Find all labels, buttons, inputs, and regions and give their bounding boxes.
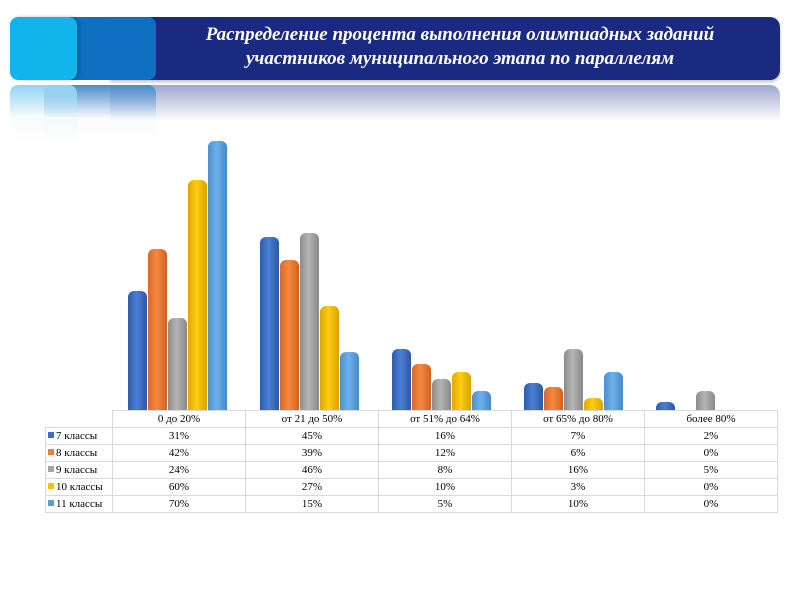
- legend-swatch-icon: [48, 500, 54, 507]
- category-header: от 51% до 64%: [378, 410, 512, 428]
- table-cell: 3%: [511, 478, 645, 496]
- legend-swatch-icon: [48, 449, 54, 456]
- bar: [604, 372, 623, 410]
- table-cell: 46%: [245, 461, 379, 479]
- chart-data-table: 0 до 20% от 21 до 50% от 51% до 64% от 65% …: [45, 410, 778, 513]
- page-title: Распределение процента выполнения олимпи…: [150, 23, 770, 71]
- title-banner: Распределение процента выполнения олимпи…: [10, 17, 780, 80]
- table-cell: 8%: [378, 461, 512, 479]
- reflection-light: [10, 85, 77, 145]
- banner-navy-band: [110, 17, 780, 80]
- legend-entry: 10 классы: [45, 478, 113, 496]
- bar-group: [244, 120, 376, 410]
- bar: [452, 372, 471, 410]
- legend-label: 11 классы: [56, 498, 103, 510]
- banner-light-square: [10, 17, 77, 80]
- bar: [208, 141, 227, 410]
- table-corner: [45, 410, 113, 428]
- bar-group: [376, 120, 508, 410]
- table-cell: 24%: [112, 461, 246, 479]
- title-line-2: участников муниципального этапа по парал…: [245, 48, 675, 69]
- table-cell: 60%: [112, 478, 246, 496]
- legend-label: 8 классы: [56, 447, 98, 459]
- table-cell: 42%: [112, 444, 246, 462]
- table-header-row: 0 до 20% от 21 до 50% от 51% до 64% от 65% …: [45, 410, 778, 428]
- banner-reflection: [10, 85, 780, 145]
- bar: [432, 379, 451, 410]
- table-cell: 5%: [378, 495, 512, 513]
- bar: [188, 180, 207, 410]
- table-cell: 12%: [378, 444, 512, 462]
- table-cell: 0%: [644, 444, 778, 462]
- legend-swatch-icon: [48, 432, 54, 439]
- bar: [260, 237, 279, 410]
- bar-chart-plot-area: [112, 120, 773, 410]
- category-header: от 65% до 80%: [511, 410, 645, 428]
- table-cell: 5%: [644, 461, 778, 479]
- bar: [584, 398, 603, 410]
- bar: [524, 383, 543, 410]
- bar: [168, 318, 187, 410]
- bar: [544, 387, 563, 410]
- table-cell: 16%: [511, 461, 645, 479]
- legend-entry: 11 классы: [45, 495, 113, 513]
- reflection-navy: [110, 85, 780, 145]
- table-cell: 27%: [245, 478, 379, 496]
- table-cell: 0%: [644, 495, 778, 513]
- legend-label: 10 классы: [56, 481, 103, 493]
- table-cell: 70%: [112, 495, 246, 513]
- table-row: 10 классы 60% 27% 10% 3% 0%: [45, 478, 778, 496]
- legend-entry: 9 классы: [45, 461, 113, 479]
- table-cell: 10%: [511, 495, 645, 513]
- bar: [472, 391, 491, 410]
- table-row: 8 классы 42% 39% 12% 6% 0%: [45, 444, 778, 462]
- bar: [128, 291, 147, 410]
- table-cell: 31%: [112, 427, 246, 445]
- bar: [392, 349, 411, 410]
- table-cell: 16%: [378, 427, 512, 445]
- table-cell: 39%: [245, 444, 379, 462]
- category-header: более 80%: [644, 410, 778, 428]
- legend-label: 9 классы: [56, 464, 98, 476]
- bar: [656, 402, 675, 410]
- table-row: 9 классы 24% 46% 8% 16% 5%: [45, 461, 778, 479]
- legend-entry: 7 классы: [45, 427, 113, 445]
- bar: [564, 349, 583, 410]
- bar: [148, 249, 167, 410]
- bar: [280, 260, 299, 410]
- table-cell: 0%: [644, 478, 778, 496]
- bar: [696, 391, 715, 410]
- legend-entry: 8 классы: [45, 444, 113, 462]
- bar-group: [508, 120, 640, 410]
- table-cell: 6%: [511, 444, 645, 462]
- table-row: 11 классы 70% 15% 5% 10% 0%: [45, 495, 778, 513]
- table-cell: 2%: [644, 427, 778, 445]
- bar-group: [112, 120, 244, 410]
- table-cell: 10%: [378, 478, 512, 496]
- table-cell: 15%: [245, 495, 379, 513]
- table-cell: 45%: [245, 427, 379, 445]
- legend-swatch-icon: [48, 466, 54, 473]
- category-header: от 21 до 50%: [245, 410, 379, 428]
- legend-label: 7 классы: [56, 430, 98, 442]
- bar: [320, 306, 339, 410]
- legend-swatch-icon: [48, 483, 54, 490]
- table-row: 7 классы 31% 45% 16% 7% 2%: [45, 427, 778, 445]
- bar: [412, 364, 431, 410]
- bar-group: [640, 120, 772, 410]
- table-cell: 7%: [511, 427, 645, 445]
- title-line-1: Распределение процента выполнения олимпи…: [205, 24, 715, 45]
- category-header: 0 до 20%: [112, 410, 246, 428]
- bar: [300, 233, 319, 410]
- bar: [340, 352, 359, 410]
